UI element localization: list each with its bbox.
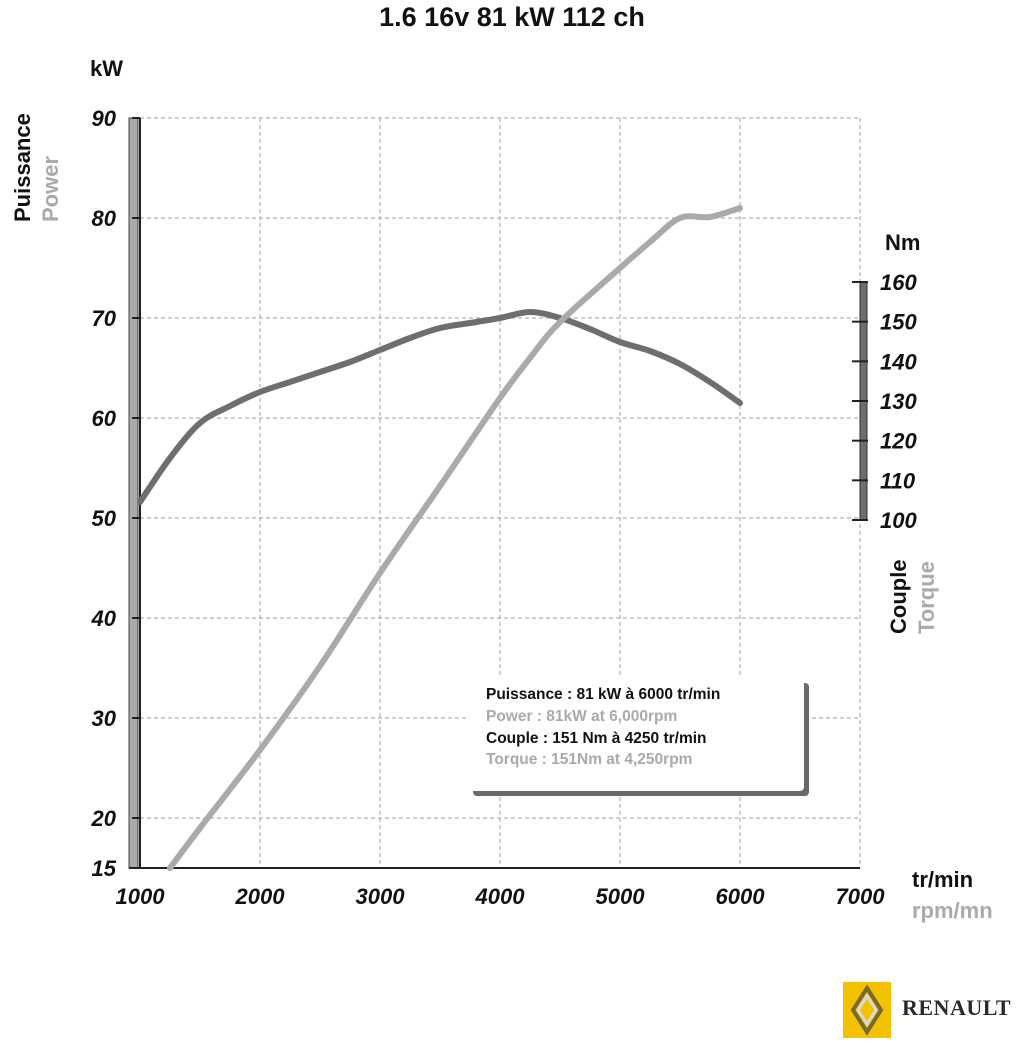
left-tick-label: 60 bbox=[92, 406, 117, 431]
right-tick-label: 150 bbox=[880, 310, 917, 335]
right-axis-label-fr: Couple bbox=[886, 559, 911, 634]
left-tick-label: 20 bbox=[91, 806, 117, 831]
x-axis-unit-en: rpm/mn bbox=[912, 898, 993, 923]
info-torque-fr: Couple : 151 Nm à 4250 tr/min bbox=[486, 730, 707, 747]
info-power-fr: Puissance : 81 kW à 6000 tr/min bbox=[486, 686, 721, 703]
x-tick-label: 4000 bbox=[475, 884, 526, 909]
renault-logo-icon bbox=[843, 982, 891, 1038]
x-tick-label: 3000 bbox=[356, 884, 406, 909]
right-tick-label: 100 bbox=[880, 508, 917, 533]
left-axis-bar bbox=[128, 117, 139, 869]
x-tick-label: 7000 bbox=[836, 884, 886, 909]
left-tick-label: 40 bbox=[91, 606, 117, 631]
right-axis-unit: Nm bbox=[885, 230, 921, 255]
power-curve bbox=[137, 309, 743, 505]
info-power-en: Power : 81kW at 6,000rpm bbox=[486, 708, 678, 725]
left-axis-label-fr: Puissance bbox=[10, 113, 35, 222]
left-tick-label: 50 bbox=[92, 506, 117, 531]
axes bbox=[128, 117, 868, 869]
right-tick-label: 130 bbox=[880, 389, 917, 414]
x-tick-label: 6000 bbox=[716, 884, 766, 909]
right-tick-label: 160 bbox=[880, 270, 917, 295]
right-tick-label: 110 bbox=[880, 468, 916, 493]
info-torque-en: Torque : 151Nm at 4,250rpm bbox=[486, 751, 693, 768]
torque-curve bbox=[167, 205, 743, 871]
right-axis-label-en: Torque bbox=[914, 561, 939, 634]
x-tick-label: 1000 bbox=[116, 884, 166, 909]
tick-labels: 15 20 30 40 50 60 70 80 90 100 110 120 130 140 150 160 1… bbox=[91, 106, 918, 909]
left-tick-label: 30 bbox=[92, 706, 117, 731]
left-axis-unit: kW bbox=[90, 56, 123, 81]
left-axis-label-en: Power bbox=[38, 155, 63, 222]
brand-name: RENAULT bbox=[902, 995, 1012, 1020]
right-tick-label: 140 bbox=[880, 349, 917, 374]
series-lines bbox=[137, 205, 743, 871]
x-axis-unit-fr: tr/min bbox=[912, 867, 974, 892]
left-tick-label: 70 bbox=[92, 306, 117, 331]
info-box: Puissance : 81 kW à 6000 tr/min Power : … bbox=[468, 678, 804, 791]
x-tick-label: 5000 bbox=[596, 884, 646, 909]
right-tick-label: 120 bbox=[880, 429, 917, 454]
left-tick-label: 80 bbox=[92, 206, 117, 231]
left-tick-label: 15 bbox=[92, 856, 117, 881]
left-tick-label: 90 bbox=[92, 106, 117, 131]
x-tick-label: 2000 bbox=[235, 884, 286, 909]
chart-title: 1.6 16v 81 kW 112 ch bbox=[379, 2, 645, 32]
